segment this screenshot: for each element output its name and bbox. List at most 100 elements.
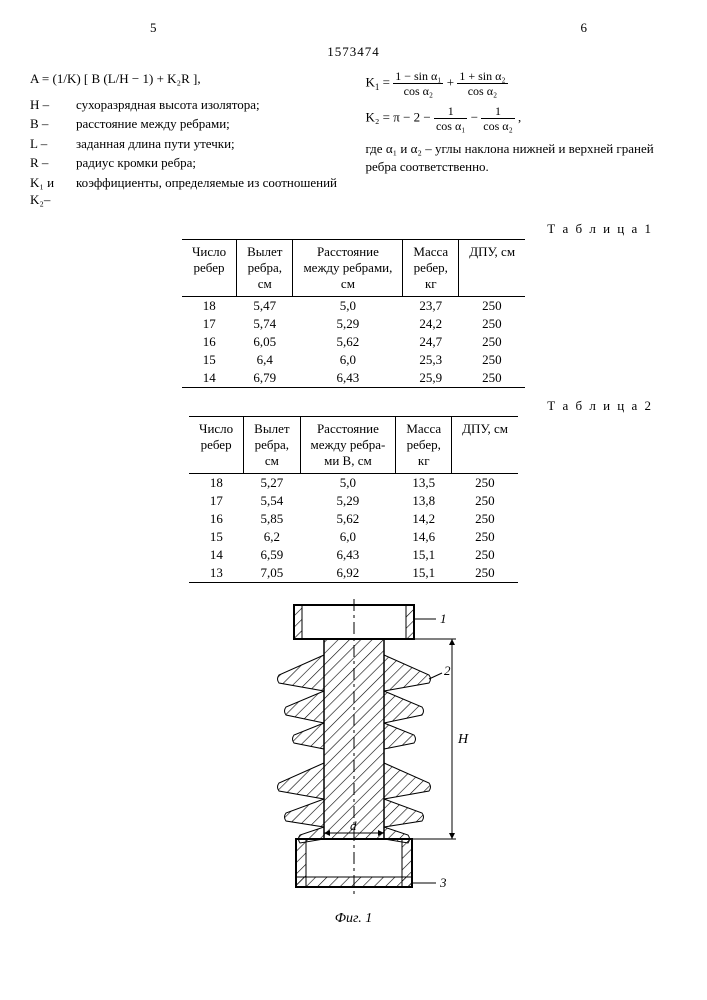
definition-row: K₁ и K₂–коэффициенты, определяемые из со… [30,174,342,209]
formula-K2: K₂ = π − 2 − 1cos α₁ − 1cos α₂ , [366,105,678,132]
right-column: K1 = 1 − sin α₁cos α₂ + 1 + sin α₂cos α₂… [366,66,678,211]
table-cell: 15,1 [396,546,452,564]
page-number-row: 5 6 [30,20,677,36]
col-header: Расстояниемежду ребрами,см [293,239,403,296]
table-cell: 250 [452,492,518,510]
table-cell: 24,7 [403,333,459,351]
table-cell: 17 [189,492,244,510]
col-header: Массаребер,кг [403,239,459,296]
label-3: 3 [439,875,447,890]
table-row: 185,275,013,5250 [189,473,518,492]
insulator-drawing: d H 1 2 3 [224,595,484,905]
left-column: A = (1/K) [ B (L/H − 1) + K₂R ], H –сухо… [30,66,342,211]
table-cell: 250 [452,564,518,583]
table-cell: 250 [452,528,518,546]
definition-row: H –сухоразрядная высота изолятора; [30,96,342,114]
label-H: H [457,732,469,747]
table-cell: 6,2 [244,528,300,546]
table-cell: 24,2 [403,315,459,333]
page-num-left: 5 [150,20,157,36]
table-cell: 23,7 [403,296,459,315]
table-cell: 15,1 [396,564,452,583]
table-cell: 5,47 [237,296,293,315]
col-header: ДПУ, см [459,239,525,296]
def-text: расстояние между ребрами; [76,115,230,133]
definition-row: B –расстояние между ребрами; [30,115,342,133]
table-row: 137,056,9215,1250 [189,564,518,583]
table-cell: 13,5 [396,473,452,492]
table2-label: Т а б л и ц а 2 [30,398,653,414]
figure-1: d H 1 2 3 Фиг. 1 [30,595,677,927]
def-text: коэффициенты, определяемые из соотношени… [76,174,337,209]
definition-row: L –заданная длина пути утечки; [30,135,342,153]
table-cell: 15 [182,351,237,369]
col-header: ДПУ, см [452,416,518,473]
definitions-list: H –сухоразрядная высота изолятора;B –рас… [30,96,342,209]
def-text: радиус кромки ребра; [76,154,196,172]
table-cell: 250 [459,296,525,315]
table-cell: 6,4 [237,351,293,369]
def-text: заданная длина пути утечки; [76,135,235,153]
page-num-right: 6 [581,20,588,36]
table-cell: 250 [452,546,518,564]
definition-row: R –радиус кромки ребра; [30,154,342,172]
table-cell: 6,92 [300,564,396,583]
table-cell: 5,54 [244,492,300,510]
table-cell: 5,27 [244,473,300,492]
col-header: Вылетребра,см [244,416,300,473]
def-text: сухоразрядная высота изолятора; [76,96,260,114]
def-symbol: B – [30,115,76,133]
table-cell: 6,79 [237,369,293,388]
label-1: 1 [440,611,447,626]
formula-A: A = (1/K) [ B (L/H − 1) + K₂R ], [30,70,342,88]
table-row: 156,46,025,3250 [182,351,525,369]
figure-caption: Фиг. 1 [30,911,677,927]
def-symbol: R – [30,154,76,172]
formula-K1: K1 = 1 − sin α₁cos α₂ + 1 + sin α₂cos α₂ [366,70,678,97]
table-cell: 250 [459,369,525,388]
table-1: ЧислореберВылетребра,смРасстояниемежду р… [182,239,525,388]
table-cell: 5,74 [237,315,293,333]
table-cell: 18 [189,473,244,492]
table-cell: 14,6 [396,528,452,546]
table-cell: 13,8 [396,492,452,510]
table-cell: 17 [182,315,237,333]
document-id: 1573474 [30,44,677,60]
table-cell: 5,29 [300,492,396,510]
table-row: 166,055,6224,7250 [182,333,525,351]
table-cell: 14 [182,369,237,388]
label-2: 2 [444,663,451,678]
two-column-block: A = (1/K) [ B (L/H − 1) + K₂R ], H –сухо… [30,66,677,211]
def-symbol: H – [30,96,76,114]
table-row: 165,855,6214,2250 [189,510,518,528]
table-cell: 5,62 [293,333,403,351]
table-cell: 6,43 [293,369,403,388]
table1-label: Т а б л и ц а 1 [30,221,653,237]
def-symbol: L – [30,135,76,153]
table-cell: 6,0 [293,351,403,369]
table-cell: 7,05 [244,564,300,583]
table-cell: 5,0 [300,473,396,492]
table-cell: 6,59 [244,546,300,564]
table-cell: 14 [189,546,244,564]
table-cell: 13 [189,564,244,583]
table-cell: 6,0 [300,528,396,546]
table-row: 175,745,2924,2250 [182,315,525,333]
table-cell: 15 [189,528,244,546]
table-cell: 250 [452,473,518,492]
table-cell: 6,43 [300,546,396,564]
col-header: Вылетребра,см [237,239,293,296]
angles-note: где α₁ и α₂ – углы наклона нижней и верх… [366,140,678,175]
table-row: 185,475,023,7250 [182,296,525,315]
table-2: ЧислореберВылетребра,смРасстояниемежду р… [189,416,518,583]
table-cell: 5,0 [293,296,403,315]
table-cell: 25,3 [403,351,459,369]
col-header: Расстояниемежду ребра-ми B, см [300,416,396,473]
table-cell: 5,62 [300,510,396,528]
table-cell: 250 [459,351,525,369]
def-symbol: K₁ и K₂– [30,174,76,209]
table-cell: 250 [452,510,518,528]
table-cell: 18 [182,296,237,315]
col-header: Массаребер,кг [396,416,452,473]
table-cell: 5,29 [293,315,403,333]
